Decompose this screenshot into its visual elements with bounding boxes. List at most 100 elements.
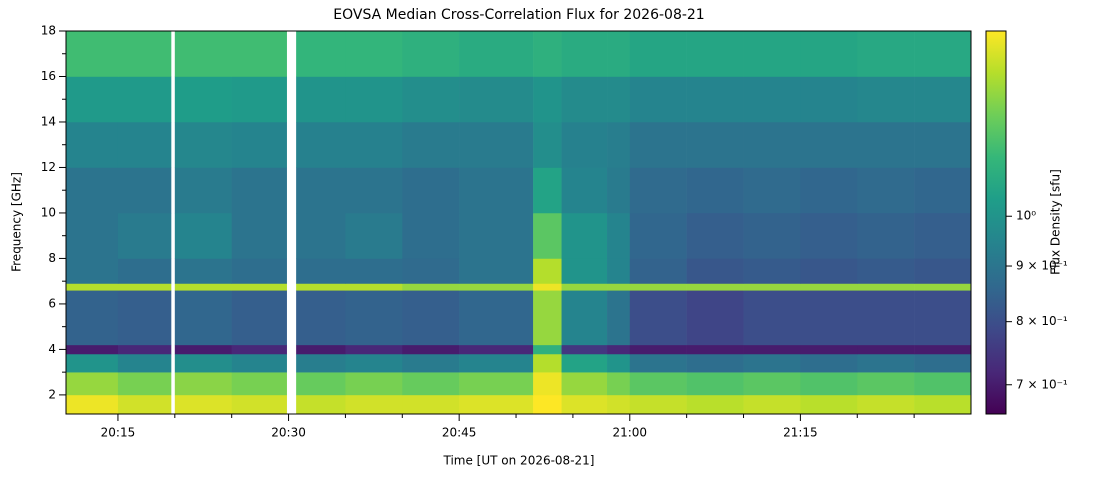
heatmap-cell — [561, 258, 608, 284]
heatmap-cell — [914, 76, 972, 123]
heatmap-cell — [66, 76, 119, 123]
heatmap-cell — [607, 290, 631, 346]
heatmap-cell — [459, 394, 534, 415]
heatmap-cell — [686, 31, 744, 77]
heatmap-cell — [231, 167, 287, 214]
heatmap-cell — [561, 283, 608, 291]
heatmap-cell — [561, 353, 608, 373]
heatmap-cell — [345, 372, 403, 396]
heatmap-cell — [914, 394, 972, 415]
heatmap-cell — [533, 353, 562, 373]
heatmap-cell — [857, 394, 915, 415]
heatmap-cell — [533, 31, 562, 77]
y-tick-label: 12 — [41, 160, 56, 174]
heatmap-cell — [117, 121, 172, 168]
heatmap-cell — [743, 353, 801, 373]
heatmap-cell — [857, 283, 915, 291]
heatmap-cell — [607, 212, 631, 259]
heatmap-cell — [66, 283, 119, 291]
y-axis-label: Frequency [GHz] — [10, 172, 24, 272]
heatmap-cell — [117, 31, 172, 77]
heatmap-cell — [117, 212, 172, 259]
heatmap-cell — [231, 76, 287, 123]
heatmap-cell — [914, 290, 972, 346]
heatmap-cell — [607, 283, 631, 291]
heatmap-cell — [629, 283, 687, 291]
heatmap-cell — [800, 394, 858, 415]
heatmap-cell — [459, 167, 534, 214]
heatmap-cell — [345, 121, 403, 168]
heatmap-cell — [345, 344, 403, 355]
heatmap-cell — [686, 290, 744, 346]
heatmap-cell — [296, 394, 346, 415]
heatmap-cell — [117, 283, 172, 291]
x-tick-label: 20:45 — [442, 426, 477, 440]
heatmap-cell — [800, 283, 858, 291]
x-tick-label: 20:15 — [101, 426, 136, 440]
heatmap-cell — [629, 353, 687, 373]
heatmap-cell — [459, 353, 534, 373]
heatmap-cell — [459, 290, 534, 346]
heatmap-cell — [533, 212, 562, 259]
heatmap-cell — [533, 76, 562, 123]
heatmap-cell — [345, 258, 403, 284]
heatmap-cell — [231, 394, 287, 415]
heatmap-cell — [66, 31, 119, 77]
y-tick-label: 10 — [41, 205, 56, 219]
heatmap-cell — [533, 394, 562, 415]
heatmap-cell — [857, 31, 915, 77]
heatmap-cell — [914, 344, 972, 355]
heatmap-cell — [402, 353, 460, 373]
heatmap-cell — [402, 344, 460, 355]
heatmap-cell — [459, 344, 534, 355]
heatmap-cell — [743, 344, 801, 355]
heatmap-cell — [345, 76, 403, 123]
heatmap-cell — [345, 290, 403, 346]
heatmap-cell — [117, 344, 172, 355]
heatmap-cell — [686, 212, 744, 259]
heatmap-cell — [231, 353, 287, 373]
heatmap-cell — [66, 344, 119, 355]
heatmap-cell — [174, 394, 232, 415]
heatmap-cell — [533, 283, 562, 291]
heatmap-cell — [66, 372, 119, 396]
heatmap-cell — [174, 121, 232, 168]
heatmap-cell — [857, 344, 915, 355]
heatmap-cell — [607, 31, 631, 77]
heatmap-cell — [686, 394, 744, 415]
heatmap-cell — [857, 258, 915, 284]
colorbar-tick-label: 9 × 10⁻¹ — [1016, 259, 1068, 273]
heatmap-cell — [117, 394, 172, 415]
colorbar-tick-label: 10⁰ — [1016, 209, 1036, 223]
heatmap-cell — [117, 290, 172, 346]
heatmap-cell — [231, 344, 287, 355]
heatmap-cell — [174, 344, 232, 355]
heatmap-cell — [459, 212, 534, 259]
heatmap-cell — [66, 258, 119, 284]
heatmap-cell — [459, 31, 534, 77]
heatmap-cell — [561, 212, 608, 259]
heatmap-cell — [607, 258, 631, 284]
heatmap-cell — [296, 31, 346, 77]
heatmap-cell — [402, 394, 460, 415]
heatmap-cell — [459, 372, 534, 396]
heatmap-cell — [914, 353, 972, 373]
heatmap-cell — [743, 31, 801, 77]
heatmap-cell — [561, 372, 608, 396]
heatmap-cell — [533, 290, 562, 346]
heatmap-cell — [629, 372, 687, 396]
heatmap-cell — [296, 76, 346, 123]
heatmap-cell — [800, 372, 858, 396]
heatmap-cell — [607, 121, 631, 168]
heatmap-cell — [231, 372, 287, 396]
heatmap-cell — [686, 353, 744, 373]
heatmap-cell — [629, 31, 687, 77]
heatmap-cell — [857, 212, 915, 259]
heatmap-cell — [914, 258, 972, 284]
heatmap-cell — [174, 212, 232, 259]
heatmap-cell — [174, 167, 232, 214]
y-tick-label: 16 — [41, 69, 56, 83]
heatmap-cell — [914, 212, 972, 259]
heatmap-cell — [402, 372, 460, 396]
